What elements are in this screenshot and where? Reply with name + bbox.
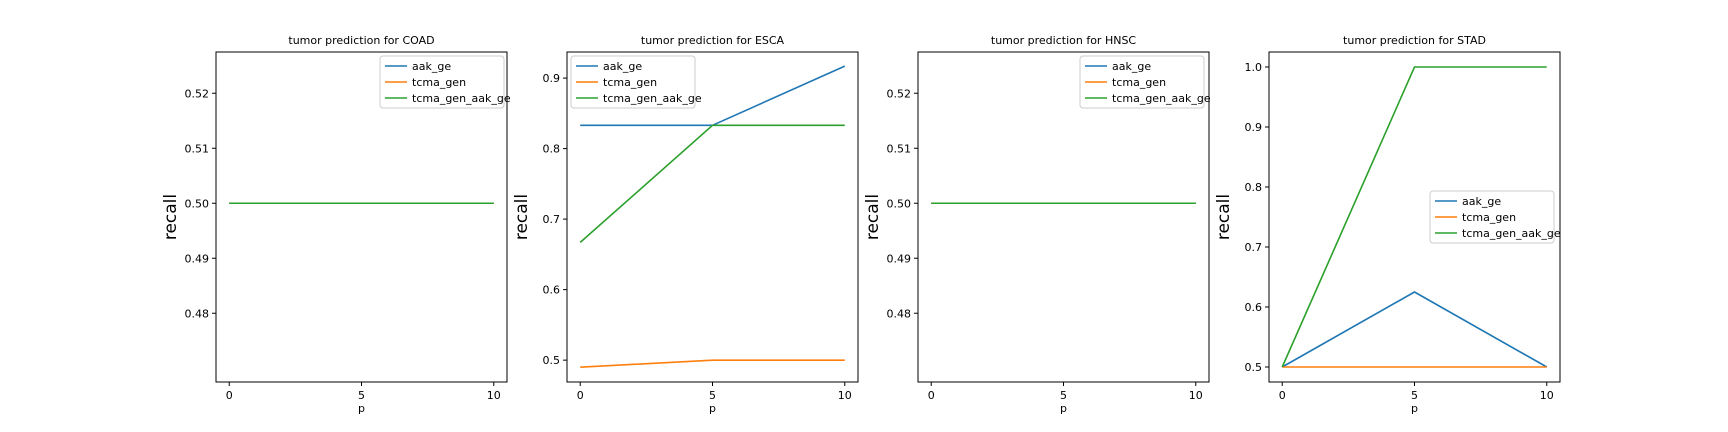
x-tick-label: 5: [1060, 389, 1067, 402]
y-tick-label: 0.6: [543, 284, 561, 297]
y-tick-label: 0.48: [185, 307, 210, 320]
legend-label-tcma-gen-aak-ge: tcma_gen_aak_ge: [603, 92, 702, 105]
legend-label-aak-ge: aak_ge: [1112, 60, 1151, 73]
panel-coad: 0 5 10 0.48 0.49 0.50 0.51 0.52 tumor prediction…: [161, 34, 511, 415]
legend: aak_ge tcma_gen tcma_gen_aak_ge: [1429, 190, 1561, 244]
y-axis-label: recall: [161, 194, 181, 240]
x-tick-label: 0: [928, 389, 935, 402]
x-axis-label: p: [1411, 402, 1418, 415]
panel-title: tumor prediction for HNSC: [991, 34, 1137, 47]
panel-title: tumor prediction for ESCA: [641, 34, 785, 47]
y-axis-label: recall: [512, 194, 532, 240]
legend-box: [379, 55, 505, 109]
legend-label-aak-ge: aak_ge: [603, 60, 642, 73]
x-axis-label: p: [1060, 402, 1067, 415]
x-axis-label: p: [709, 402, 716, 415]
y-tick-label: 0.8: [1245, 181, 1263, 194]
x-tick-label: 0: [226, 389, 233, 402]
legend-label-tcma-gen-aak-ge: tcma_gen_aak_ge: [1112, 92, 1211, 105]
y-tick-label: 0.50: [185, 197, 210, 210]
x-tick-label: 0: [577, 389, 584, 402]
y-tick-label: 0.5: [543, 354, 561, 367]
legend: aak_ge tcma_gen tcma_gen_aak_ge: [1079, 55, 1211, 109]
legend: aak_ge tcma_gen tcma_gen_aak_ge: [570, 55, 702, 109]
x-tick-label: 0: [1279, 389, 1286, 402]
legend-box: [570, 55, 696, 109]
y-tick-label: 0.8: [543, 143, 561, 156]
x-tick-label: 10: [838, 389, 852, 402]
legend: aak_ge tcma_gen tcma_gen_aak_ge: [379, 55, 511, 109]
series-line-tcma-gen: [580, 359, 845, 368]
x-tick-label: 10: [1540, 389, 1554, 402]
x-tick-label: 10: [1189, 389, 1203, 402]
y-axis-label: recall: [863, 194, 883, 240]
series-line-aak-ge: [1281, 291, 1548, 368]
y-tick-label: 0.7: [543, 213, 561, 226]
series-line-tcma-gen-aak-ge: [1281, 66, 1547, 368]
y-tick-label: 0.50: [887, 197, 912, 210]
y-tick-label: 0.52: [887, 87, 912, 100]
y-tick-label: 0.9: [543, 72, 561, 85]
x-tick-label: 5: [1411, 389, 1418, 402]
panel-stad: 0 5 10 0.5 0.6 0.7 0.8 0.9 1.0 tumor prediction f…: [1214, 34, 1561, 415]
panel-title: tumor prediction for STAD: [1343, 34, 1486, 47]
legend-label-tcma-gen: tcma_gen: [603, 76, 657, 89]
legend-label-aak-ge: aak_ge: [412, 60, 451, 73]
y-tick-label: 0.49: [887, 252, 912, 265]
y-tick-label: 0.48: [887, 307, 912, 320]
legend-label-aak-ge: aak_ge: [1462, 195, 1501, 208]
panel-title: tumor prediction for COAD: [288, 34, 434, 47]
y-tick-label: 0.9: [1245, 121, 1263, 134]
y-tick-label: 1.0: [1245, 61, 1263, 74]
series-line-tcma-gen-aak-ge: [579, 124, 845, 243]
x-tick-label: 10: [487, 389, 501, 402]
y-axis-label: recall: [1214, 194, 1234, 240]
legend-label-tcma-gen: tcma_gen: [1462, 211, 1516, 224]
y-tick-label: 0.52: [185, 87, 210, 100]
y-tick-label: 0.51: [887, 142, 912, 155]
legend-label-tcma-gen: tcma_gen: [1112, 76, 1166, 89]
x-tick-label: 5: [709, 389, 716, 402]
legend-label-tcma-gen-aak-ge: tcma_gen_aak_ge: [412, 92, 511, 105]
legend-label-tcma-gen-aak-ge: tcma_gen_aak_ge: [1462, 227, 1561, 240]
y-tick-label: 0.6: [1245, 301, 1263, 314]
x-tick-label: 5: [358, 389, 365, 402]
y-tick-label: 0.51: [185, 142, 210, 155]
x-axis-label: p: [358, 402, 365, 415]
panel-hnsc: 0 5 10 0.48 0.49 0.50 0.51 0.52 tumor prediction…: [863, 34, 1211, 415]
y-tick-label: 0.5: [1245, 361, 1263, 374]
y-tick-label: 0.49: [185, 252, 210, 265]
legend-box: [1429, 190, 1555, 244]
y-tick-label: 0.7: [1245, 241, 1263, 254]
panel-esca: 0 5 10 0.5 0.6 0.7 0.8 0.9 tumor prediction for …: [512, 34, 859, 415]
legend-box: [1079, 55, 1205, 109]
legend-label-tcma-gen: tcma_gen: [412, 76, 466, 89]
